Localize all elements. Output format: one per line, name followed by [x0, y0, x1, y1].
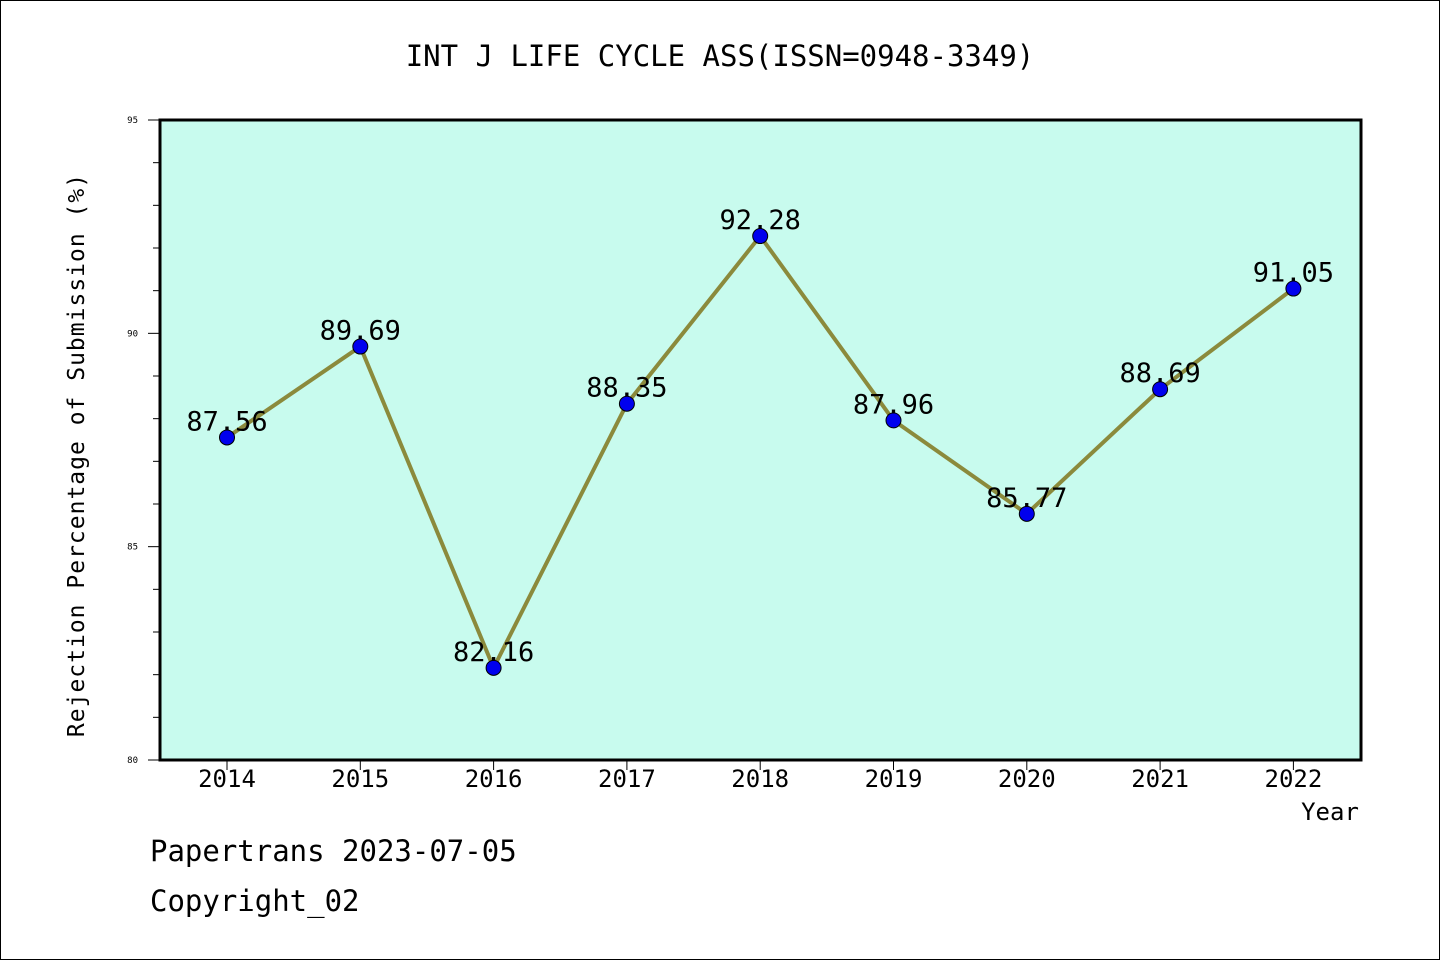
data-label: 91.05 [1253, 258, 1334, 289]
data-label: 89.69 [320, 316, 401, 347]
data-point [1285, 280, 1302, 297]
data-point [618, 395, 635, 412]
y-tick-label: 90 [127, 329, 138, 339]
data-label: 88.35 [586, 373, 667, 404]
y-axis: 80 85 90 95 [127, 116, 160, 766]
data-point [485, 659, 502, 676]
x-tick-label: 2017 [598, 765, 656, 793]
data-label: 82.16 [453, 637, 534, 668]
x-tick-label: 2016 [465, 765, 523, 793]
footer-copyright: Copyright_02 [150, 884, 360, 918]
x-tick-label: 2018 [731, 765, 789, 793]
data-label: 88.69 [1119, 358, 1200, 389]
y-axis-label: Rejection Percentage of Submission (%) [64, 173, 90, 737]
y-tick-label: 80 [127, 756, 138, 766]
x-tick-label: 2019 [865, 765, 923, 793]
plot-area [158, 118, 1363, 762]
data-point [1152, 381, 1169, 398]
chart-title: INT J LIFE CYCLE ASS(ISSN=0948-3349) [406, 39, 1035, 73]
x-tick-label: 2014 [198, 765, 256, 793]
data-label: 87.96 [853, 389, 934, 420]
y-tick-label: 95 [127, 116, 138, 126]
data-point [752, 228, 769, 245]
x-tick-label: 2022 [1265, 765, 1323, 793]
x-tick-label: 2015 [331, 765, 389, 793]
data-point [219, 429, 235, 446]
data-point [1018, 505, 1035, 522]
series-group: 87.56 89.69 82.16 88.35 92.28 87.96 85.77 88.69… [186, 205, 1334, 676]
data-point [352, 338, 369, 355]
x-axis-label: Year [1301, 798, 1359, 826]
data-label: 87.56 [186, 406, 267, 437]
x-tick-label: 2020 [998, 765, 1056, 793]
x-axis: 2014 2015 2016 2017 2018 2019 2020 2021 2022 [198, 760, 1322, 793]
data-label: 92.28 [720, 205, 801, 236]
footer-papertrans: Papertrans 2023-07-05 [150, 834, 517, 868]
data-point [885, 412, 902, 429]
data-label: 85.77 [986, 483, 1067, 514]
x-tick-label: 2021 [1131, 765, 1189, 793]
y-tick-label: 85 [127, 543, 138, 553]
